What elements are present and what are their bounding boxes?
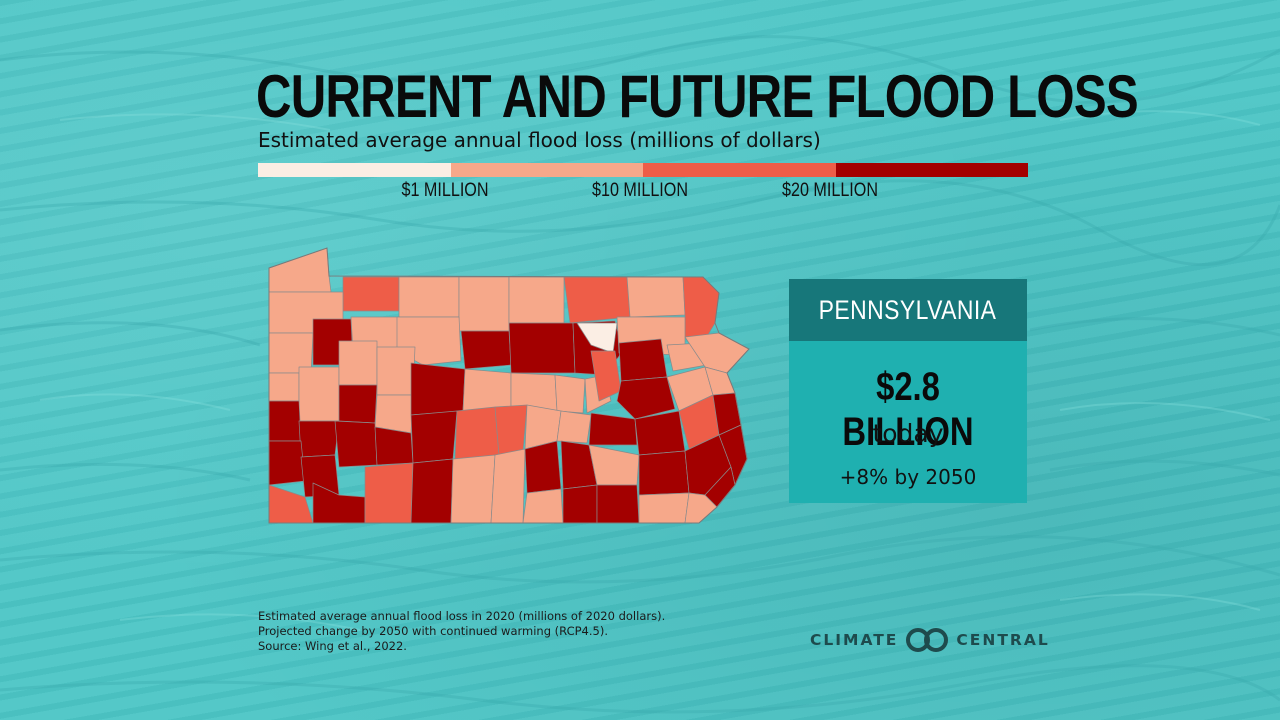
county	[374, 394, 414, 434]
county	[410, 362, 466, 416]
loss-amount: $2.8 BILLION	[789, 365, 1027, 455]
logo-word-left: CLIMATE	[810, 631, 899, 649]
county	[522, 488, 564, 524]
county	[638, 450, 690, 496]
county	[556, 410, 592, 444]
county	[450, 454, 496, 524]
climate-central-logo: CLIMATE CENTRAL	[810, 627, 1050, 653]
county	[596, 484, 640, 524]
legend-tick-20m: $20 MILLION	[781, 180, 879, 201]
county	[410, 410, 458, 464]
card-body: $2.8 BILLION today +8% by 2050	[789, 341, 1027, 503]
county	[374, 426, 414, 466]
footnote-line: Estimated average annual flood loss in 2…	[258, 609, 666, 623]
chart-title: CURRENT AND FUTURE FLOOD LOSS	[256, 63, 1139, 130]
county	[376, 346, 416, 396]
county	[298, 420, 340, 458]
county	[554, 374, 586, 414]
county	[616, 376, 676, 420]
county	[268, 372, 300, 402]
county	[508, 322, 576, 374]
county	[454, 406, 500, 460]
county	[460, 330, 512, 370]
county	[634, 410, 686, 456]
climate-central-rings-icon	[906, 628, 949, 652]
county	[338, 384, 378, 424]
county	[334, 420, 378, 468]
color-legend	[258, 163, 1028, 177]
county	[268, 400, 302, 442]
footnotes: Estimated average annual flood loss in 2…	[258, 609, 665, 654]
logo-word-right: CENTRAL	[956, 631, 1050, 649]
county	[562, 484, 598, 524]
legend-swatch-mid	[643, 163, 836, 177]
county	[398, 276, 460, 318]
county	[490, 448, 526, 524]
county	[494, 404, 528, 456]
legend-swatch-high	[835, 163, 1028, 177]
legend-tick-10m: $10 MILLION	[591, 180, 689, 201]
county	[638, 492, 690, 524]
county	[342, 276, 400, 312]
state-summary-card: PENNSYLVANIA $2.8 BILLION today +8% by 2…	[789, 279, 1027, 503]
county	[364, 462, 414, 524]
county	[588, 412, 638, 446]
card-header: PENNSYLVANIA	[789, 279, 1027, 341]
state-name: PENNSYLVANIA	[819, 294, 997, 325]
footnote-line: Projected change by 2050 with continued …	[258, 624, 608, 638]
county	[268, 440, 306, 486]
legend-swatch-low	[450, 163, 643, 177]
loss-amount-text: $2.8 BILLION	[842, 365, 974, 454]
county	[524, 440, 562, 494]
footnote-line: Source: Wing et al., 2022.	[258, 639, 407, 653]
county	[338, 340, 378, 386]
legend-tick-1m: $1 MILLION	[401, 180, 489, 201]
county	[563, 276, 631, 324]
state-outline	[268, 247, 750, 524]
county	[508, 276, 565, 324]
projected-change: +8% by 2050	[839, 465, 977, 489]
county	[462, 368, 512, 412]
county	[410, 458, 454, 524]
today-label: today	[872, 419, 944, 448]
county	[298, 366, 340, 422]
county	[626, 276, 686, 318]
county	[458, 276, 510, 332]
county	[618, 338, 668, 382]
county	[268, 247, 332, 293]
legend-swatch-lowest	[258, 163, 451, 177]
county	[312, 482, 366, 524]
chart-subtitle: Estimated average annual flood loss (mil…	[258, 128, 821, 152]
county	[588, 444, 640, 486]
pennsylvania-county-map	[268, 247, 750, 524]
